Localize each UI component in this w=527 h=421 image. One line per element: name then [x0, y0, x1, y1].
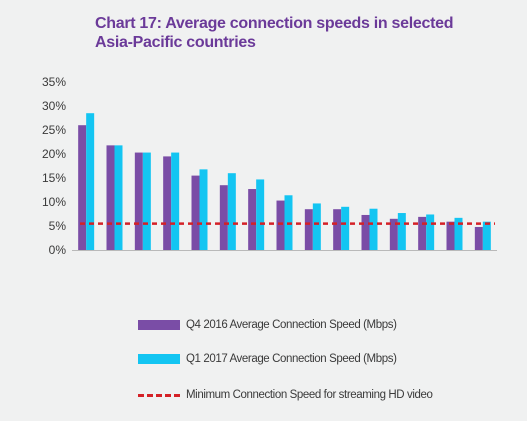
- bar-q4-2016: [248, 189, 257, 250]
- chart-title: Chart 17: Average connection speeds in s…: [95, 14, 515, 52]
- bar-q1-2017: [369, 208, 378, 250]
- bar-q1-2017: [256, 179, 265, 250]
- bar-q1-2017: [397, 213, 406, 250]
- chart-title-line-2: Asia-Pacific countries: [95, 34, 256, 51]
- bar-q1-2017: [341, 206, 350, 250]
- legend-item-q4-2016: Q4 2016 Average Connection Speed (Mbps): [138, 317, 397, 333]
- bar-q4-2016: [191, 175, 200, 250]
- y-tick-label: 20%: [42, 147, 66, 161]
- legend-item-q1-2017: Q1 2017 Average Connection Speed (Mbps): [138, 351, 397, 367]
- y-tick-label: 30%: [42, 99, 66, 113]
- bar-q1-2017: [199, 169, 208, 250]
- bar-q4-2016: [276, 200, 285, 250]
- y-tick-label: 35%: [42, 75, 66, 89]
- bar-q4-2016: [134, 152, 143, 250]
- y-tick-label: 25%: [42, 123, 66, 137]
- legend-swatch-q1-2017: [138, 354, 180, 364]
- bar-q4-2016: [333, 209, 342, 250]
- bar-q4-2016: [474, 226, 483, 250]
- bar-q1-2017: [227, 173, 236, 250]
- bar-q4-2016: [304, 209, 313, 250]
- bar-q4-2016: [361, 214, 370, 250]
- bar-q1-2017: [426, 214, 435, 250]
- bar-q1-2017: [114, 145, 123, 250]
- bar-q4-2016: [106, 145, 115, 250]
- bar-q1-2017: [454, 217, 463, 250]
- y-tick-label: 15%: [42, 171, 66, 185]
- bar-q1-2017: [312, 203, 321, 250]
- bar-q4-2016: [78, 125, 87, 250]
- y-tick-label: 10%: [42, 195, 66, 209]
- bar-q1-2017: [171, 152, 180, 250]
- bar-q4-2016: [163, 156, 172, 250]
- y-tick-label: 5%: [49, 219, 67, 233]
- legend-swatch-q4-2016: [138, 320, 180, 330]
- bar-q1-2017: [142, 152, 151, 250]
- legend-label-q1-2017: Q1 2017 Average Connection Speed (Mbps): [186, 353, 397, 365]
- legend-label-hd-threshold: Minimum Connection Speed for streaming H…: [186, 389, 433, 401]
- y-tick-label: 0%: [49, 243, 67, 257]
- legend-item-hd-threshold: Minimum Connection Speed for streaming H…: [138, 387, 433, 403]
- chart-title-line-1: Chart 17: Average connection speeds in s…: [95, 15, 454, 32]
- bar-q4-2016: [389, 218, 398, 250]
- bar-q4-2016: [418, 216, 427, 250]
- bar-q4-2016: [219, 185, 228, 250]
- bar-q1-2017: [482, 221, 491, 250]
- bar-q1-2017: [86, 113, 95, 250]
- legend-swatch-hd-threshold: [138, 393, 180, 397]
- bar-q4-2016: [446, 221, 455, 250]
- legend-label-q4-2016: Q4 2016 Average Connection Speed (Mbps): [186, 319, 397, 331]
